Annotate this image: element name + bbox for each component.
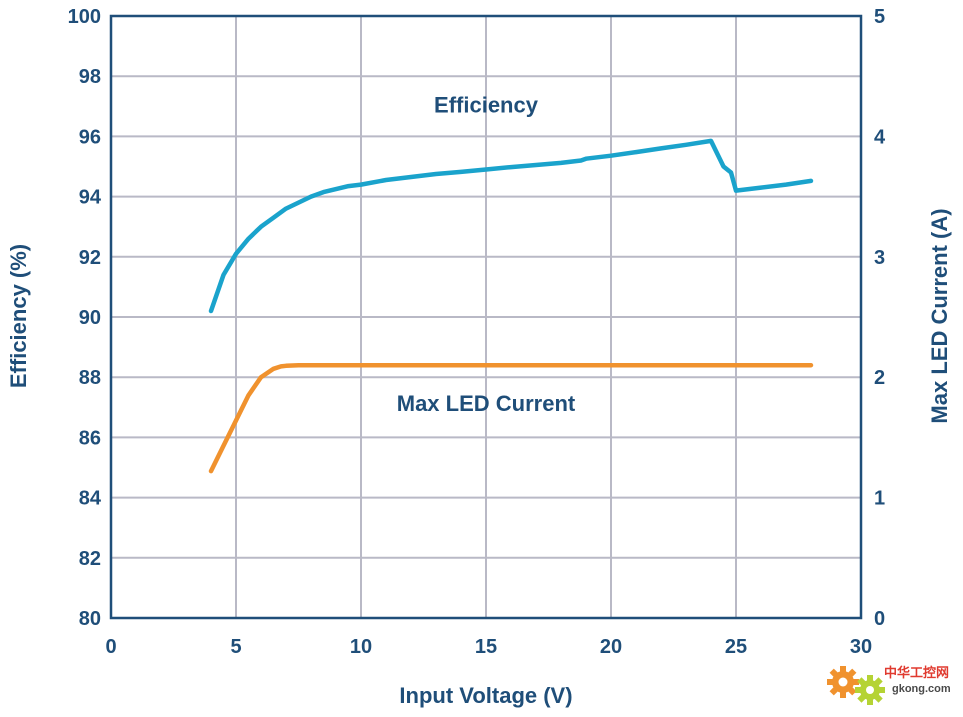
series-annotations: Efficiency Max LED Current xyxy=(397,92,576,416)
y-tick-label: 94 xyxy=(79,187,102,209)
x-tick-label: 15 xyxy=(475,636,497,658)
y-tick-label: 80 xyxy=(79,608,101,630)
x-tick-label: 30 xyxy=(850,636,872,658)
y2-tick-label: 1 xyxy=(874,488,885,510)
y2-tick-label: 3 xyxy=(874,247,885,269)
x-tick-label: 25 xyxy=(725,636,747,658)
y-tick-label: 98 xyxy=(79,66,101,88)
y2-tick-label: 0 xyxy=(874,608,885,630)
plot-frame xyxy=(109,14,863,620)
series-line-max-led-current xyxy=(208,362,814,474)
y-tick-label: 92 xyxy=(79,247,101,269)
x-tick-label: 5 xyxy=(230,636,241,658)
y-axis-title: Efficiency (%) xyxy=(6,244,31,388)
y2-tick-label: 5 xyxy=(874,6,885,28)
watermark-line1: 中华工控网 xyxy=(884,665,949,680)
annotation-max-led-current: Max LED Current xyxy=(397,391,576,416)
y-tick-label: 100 xyxy=(68,6,101,28)
y2-axis-title: Max LED Current (A) xyxy=(927,208,952,423)
watermark-line2: gkong.com xyxy=(892,683,951,695)
x-axis-title: Input Voltage (V) xyxy=(399,683,572,708)
y-tick-label: 86 xyxy=(79,427,101,449)
x-axis-ticks: 0 5 10 15 20 25 30 xyxy=(105,636,872,658)
gear-green-icon xyxy=(855,675,885,705)
x-tick-label: 20 xyxy=(600,636,622,658)
annotation-efficiency: Efficiency xyxy=(434,92,539,117)
gear-orange-icon xyxy=(827,666,859,698)
y-tick-label: 90 xyxy=(79,307,101,329)
x-tick-label: 0 xyxy=(105,636,116,658)
series-line-efficiency xyxy=(208,138,814,314)
y-axis-ticks: 80 82 84 86 88 90 92 94 96 98 100 xyxy=(68,6,102,630)
series-lines xyxy=(208,138,814,474)
watermark-logo: 中华工控网 gkong.com xyxy=(827,665,951,705)
x-tick-label: 10 xyxy=(350,636,372,658)
y2-tick-label: 2 xyxy=(874,367,885,389)
y2-axis-ticks: 0 1 2 3 4 5 xyxy=(874,6,886,630)
y-tick-label: 96 xyxy=(79,126,101,148)
y-tick-label: 88 xyxy=(79,367,101,389)
y-tick-label: 82 xyxy=(79,548,101,570)
y2-tick-label: 4 xyxy=(874,126,886,148)
y-tick-label: 84 xyxy=(79,488,102,510)
